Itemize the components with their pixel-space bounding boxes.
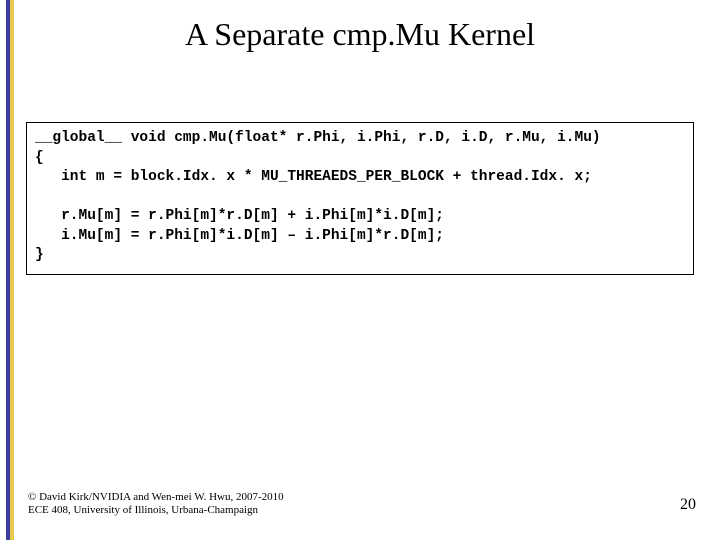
accent-stripe: [0, 0, 16, 540]
footer-credit: © David Kirk/NVIDIA and Wen-mei W. Hwu, …: [28, 491, 284, 519]
code-line: __global__ void cmp.Mu(float* r.Phi, i.P…: [35, 130, 601, 146]
code-block: __global__ void cmp.Mu(float* r.Phi, i.P…: [26, 122, 694, 275]
code-line: }: [35, 247, 44, 263]
accent-stripe-yellow: [10, 0, 14, 540]
slide-number: 20: [680, 496, 696, 514]
code-line: r.Mu[m] = r.Phi[m]*r.D[m] + i.Phi[m]*i.D…: [35, 208, 444, 224]
code-line: int m = block.Idx. x * MU_THREAEDS_PER_B…: [35, 169, 592, 185]
footer-line: ECE 408, University of Illinois, Urbana-…: [28, 504, 284, 518]
footer-line: © David Kirk/NVIDIA and Wen-mei W. Hwu, …: [28, 491, 284, 505]
code-line: {: [35, 150, 44, 166]
code-line: i.Mu[m] = r.Phi[m]*i.D[m] – i.Phi[m]*r.D…: [35, 228, 444, 244]
slide-title: A Separate cmp.Mu Kernel: [0, 16, 720, 53]
